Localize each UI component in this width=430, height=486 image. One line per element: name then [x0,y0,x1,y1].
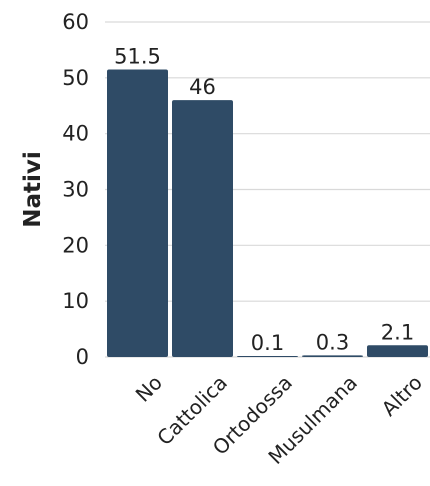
data-label: 2.1 [381,320,414,344]
y-tick-label: 60 [62,10,89,34]
bar [302,355,363,357]
bars [107,69,428,358]
bar [367,345,428,357]
x-tick-label: No [131,370,167,406]
y-tick-label: 40 [62,122,89,146]
y-tick-label: 10 [62,289,89,313]
bar [237,356,298,357]
y-axis-title: Nativi [20,151,46,228]
y-tick-label: 30 [62,178,89,202]
bar [172,100,233,358]
data-label: 0.3 [316,330,349,354]
data-label: 51.5 [114,44,161,68]
y-tick-label: 50 [62,66,89,90]
data-label: 0.1 [251,331,284,355]
data-labels: 51.5 46 0.1 0.3 2.1 [114,44,414,355]
y-tick-label: 20 [62,233,89,257]
y-axis-ticks: 0 10 20 30 40 50 60 [62,10,89,369]
x-tick-label: Altro [377,370,427,420]
y-tick-label: 0 [76,345,89,369]
data-label: 46 [189,75,216,99]
bar [107,69,168,357]
